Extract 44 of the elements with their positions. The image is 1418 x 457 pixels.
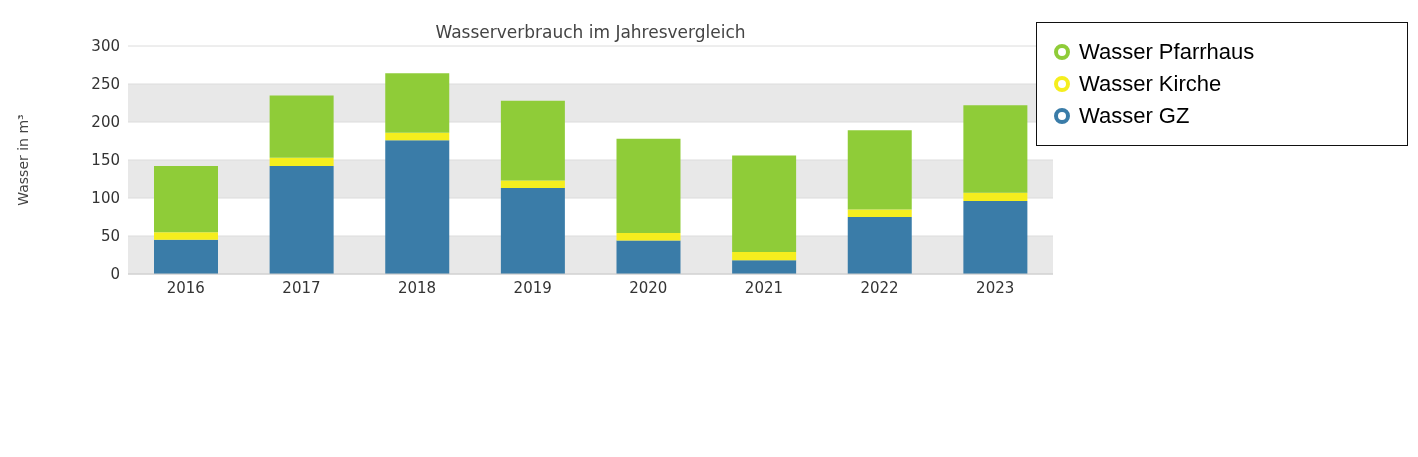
x-tick-label: 2016	[166, 278, 205, 297]
bar	[500, 100, 565, 181]
x-tick-label: 2019	[513, 278, 552, 297]
y-tick-label: 100	[91, 189, 120, 208]
bar	[732, 251, 797, 261]
y-tick-label: 200	[91, 113, 120, 132]
chart-title: Wasserverbrauch im Jahresvergleich	[434, 22, 747, 42]
bar	[269, 157, 334, 167]
bar	[847, 130, 912, 210]
bar	[385, 132, 450, 141]
x-tick-label: 2023	[976, 278, 1015, 297]
y-tick-label: 50	[100, 227, 120, 246]
y-axis-title: Wasser in m³	[15, 114, 31, 206]
y-tick-label: 150	[91, 151, 120, 170]
x-tick-label: 2017	[282, 278, 321, 297]
bar	[500, 180, 565, 189]
legend-label: Wasser Kirche	[1079, 71, 1222, 97]
y-tick-label: 250	[91, 75, 120, 94]
bar	[963, 192, 1028, 202]
y-tick-label: 300	[91, 37, 120, 56]
bar	[154, 232, 218, 240]
bar	[616, 138, 681, 233]
bar	[963, 105, 1028, 193]
x-tick-label: 2020	[629, 278, 668, 297]
bar	[500, 188, 565, 274]
x-tick-label: 2018	[397, 278, 437, 297]
bar	[269, 95, 334, 158]
bar	[616, 232, 681, 241]
bar	[732, 155, 797, 252]
bar	[385, 73, 450, 133]
y-tick-label: 0	[110, 265, 120, 284]
bar	[269, 166, 334, 274]
bar	[847, 209, 912, 217]
bar	[154, 166, 218, 233]
bar	[847, 217, 912, 274]
bar	[963, 201, 1028, 274]
bar	[385, 140, 450, 274]
bar	[732, 260, 797, 274]
bar	[154, 239, 218, 274]
legend-label: Wasser GZ	[1079, 103, 1190, 129]
bar	[616, 240, 681, 274]
x-tick-label: 2021	[744, 278, 784, 297]
legend-label: Wasser Pfarrhaus	[1079, 39, 1255, 65]
x-tick-label: 2022	[860, 278, 899, 297]
